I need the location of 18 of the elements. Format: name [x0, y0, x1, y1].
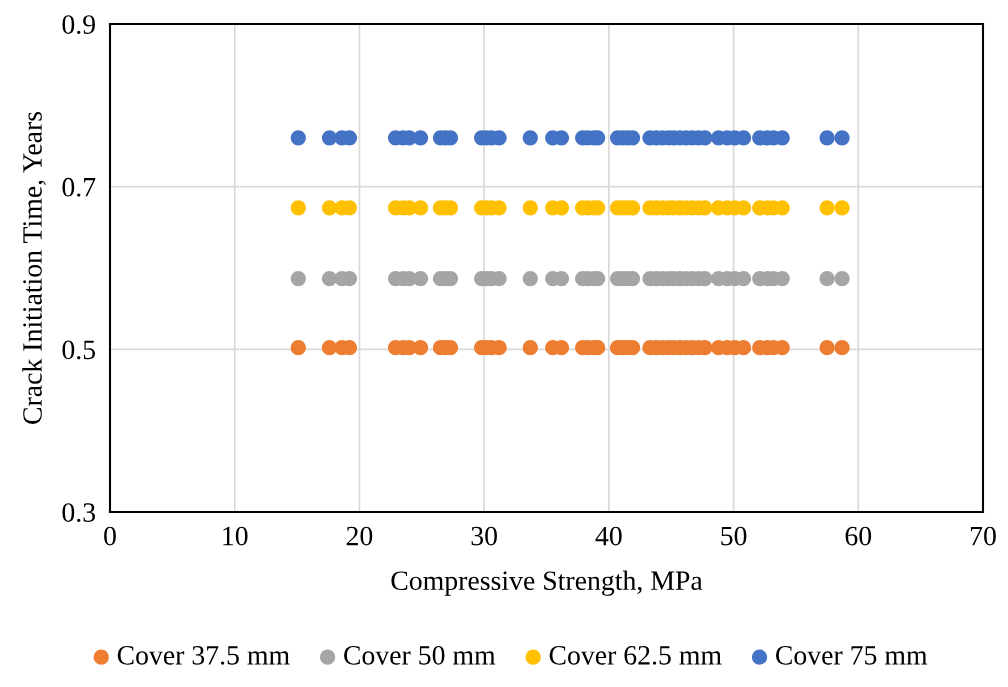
legend-label: Cover 62.5 mm — [549, 646, 722, 665]
y-axis-title: Crack Initiation Time, Years — [22, 111, 46, 424]
y-tick-label: 0.9 — [62, 15, 95, 35]
x-tick-label: 40 — [595, 526, 622, 546]
x-tick-label: 20 — [346, 526, 373, 546]
y-tick-label: 0.7 — [62, 177, 96, 197]
x-tick-label: 0 — [104, 526, 116, 546]
x-tick-label: 30 — [471, 526, 497, 546]
x-tick-label: 10 — [223, 526, 248, 546]
x-tick-label: 60 — [845, 526, 872, 546]
legend-label: Cover 75 mm — [775, 646, 928, 665]
y-tick-label: 0.3 — [62, 503, 96, 523]
x-tick-label: 70 — [970, 526, 996, 546]
x-tick-label: 50 — [721, 526, 747, 546]
legend-label: Cover 37.5 mm — [117, 646, 290, 665]
legend-label: Cover 50 mm — [344, 645, 496, 665]
y-tick-label: 0.5 — [62, 340, 96, 360]
x-axis-title: Compressive Strength, MPa — [391, 570, 703, 596]
